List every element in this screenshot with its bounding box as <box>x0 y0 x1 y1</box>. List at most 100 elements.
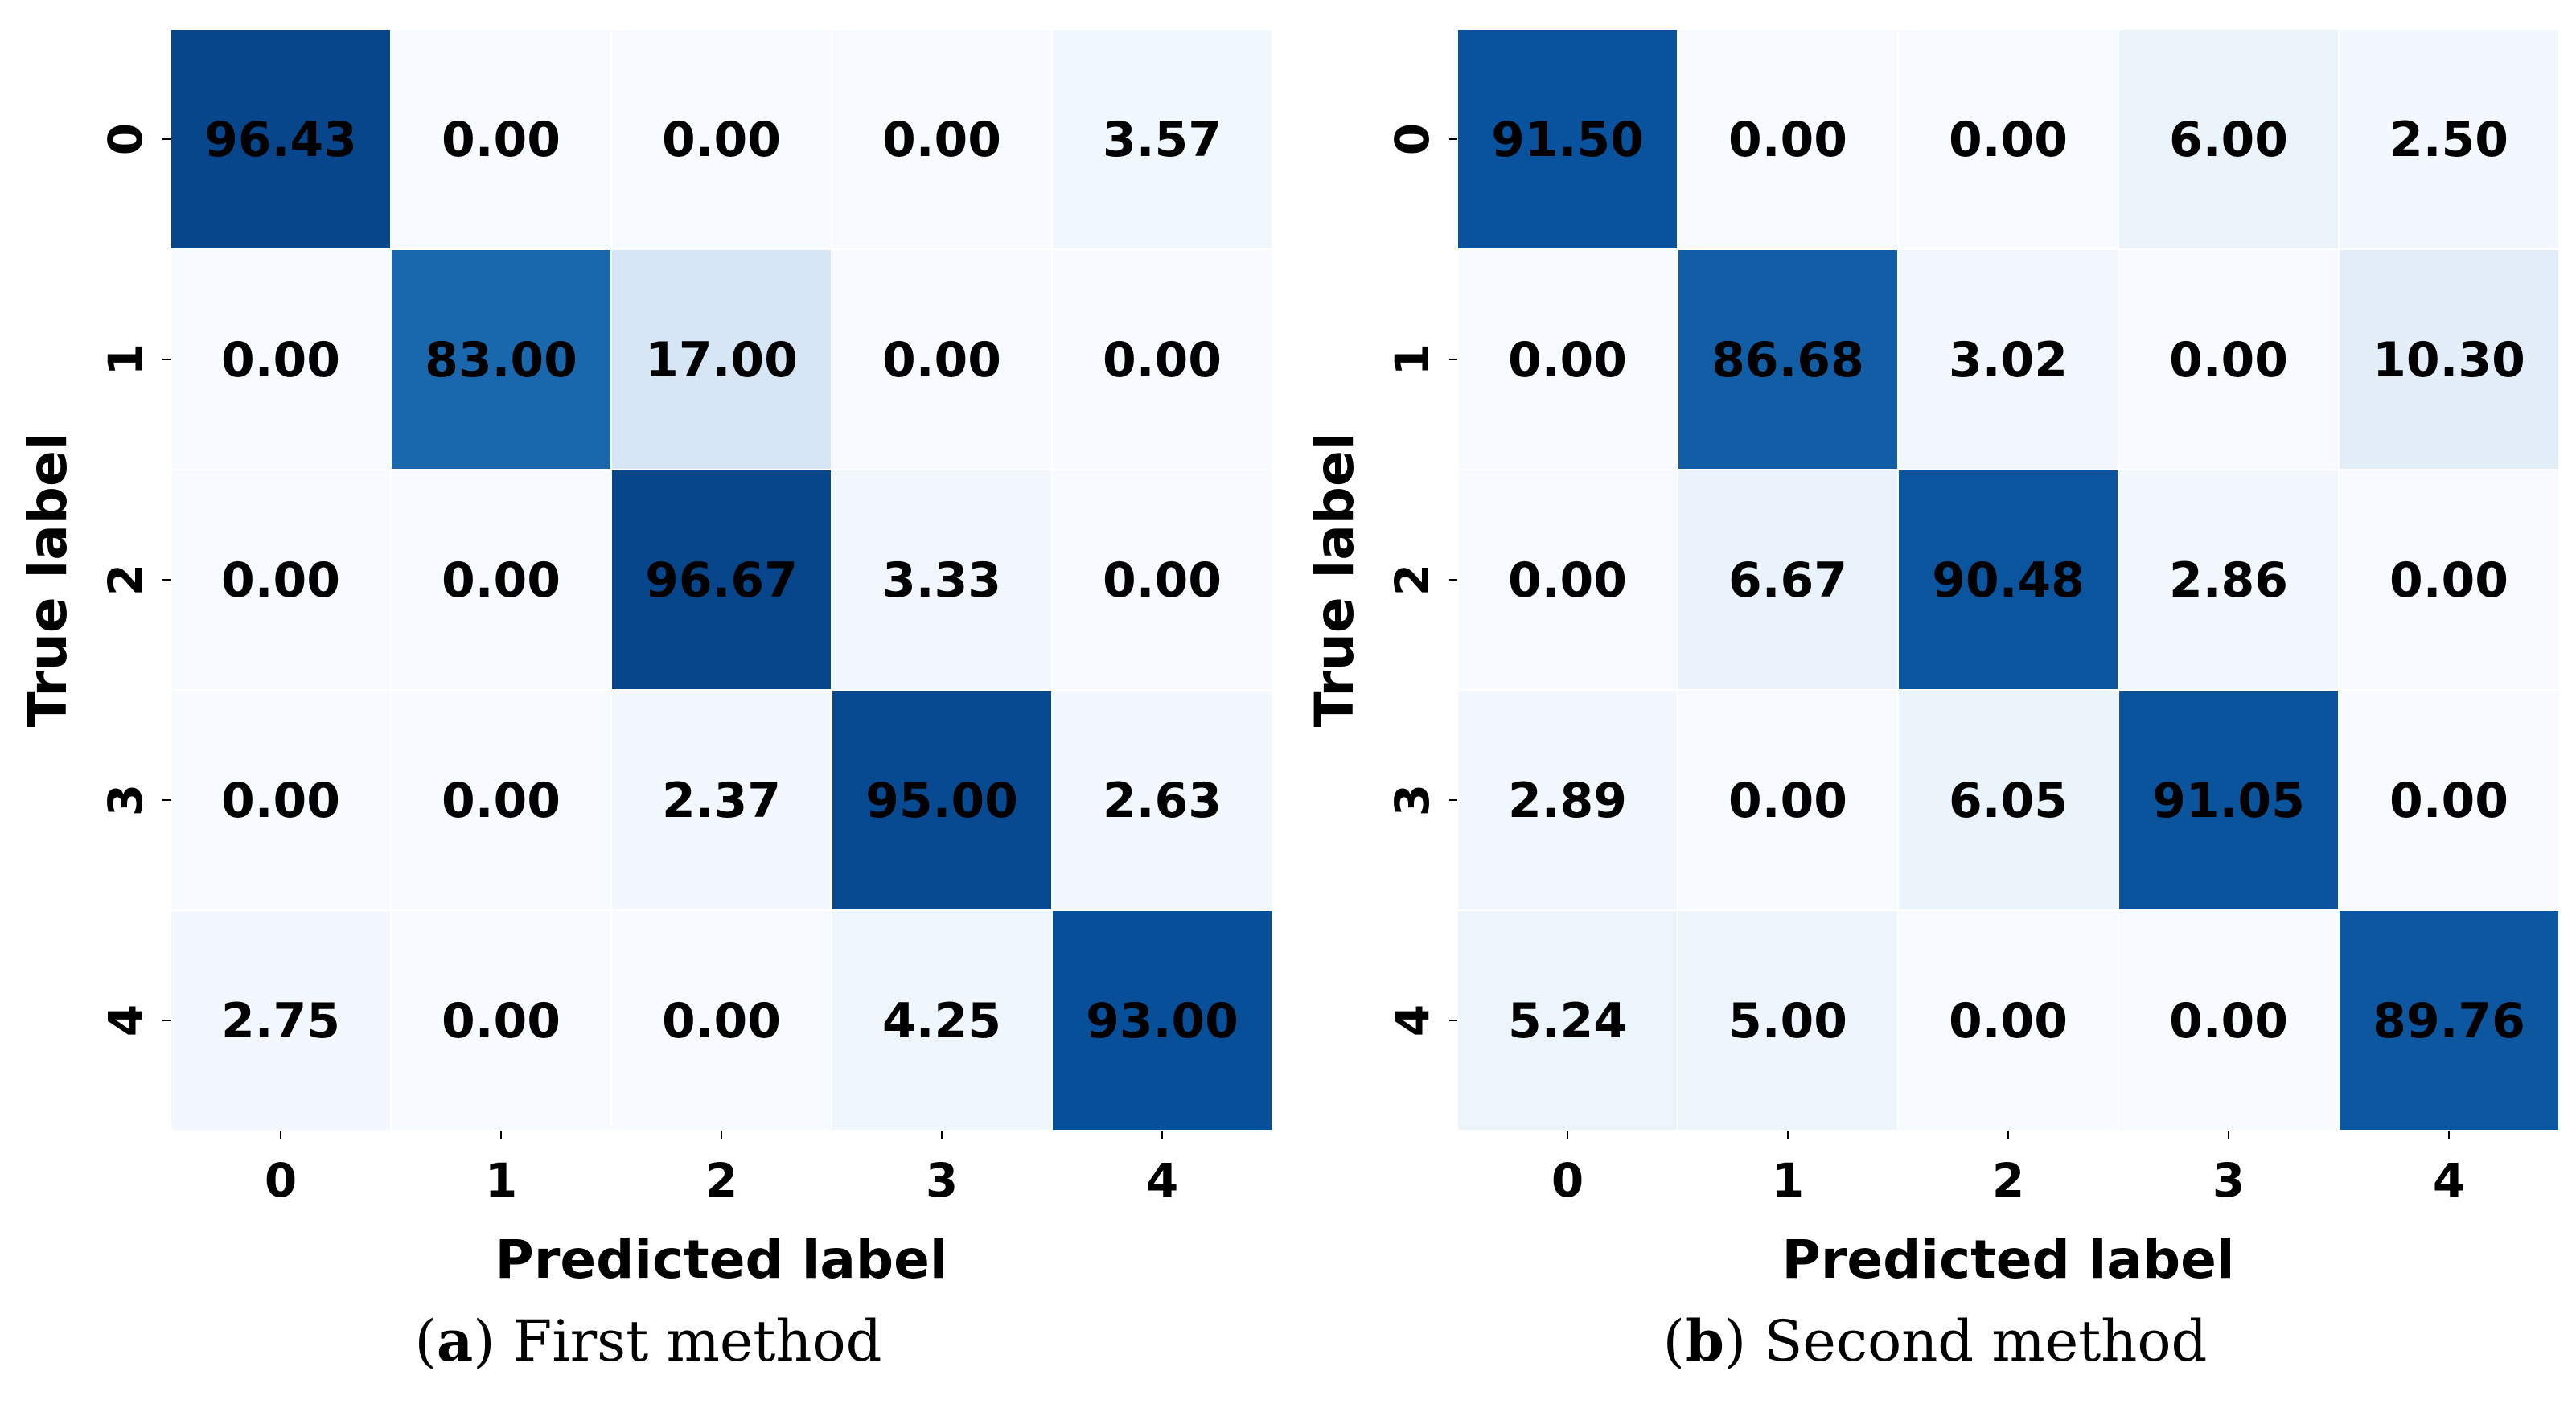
cell-value-label: 4.25 <box>882 993 1001 1049</box>
heatmap-cell <box>610 469 832 691</box>
cell-value-label: 0.00 <box>1949 112 2068 168</box>
heatmap-cell <box>170 909 392 1131</box>
heatmap-cell <box>2118 689 2340 911</box>
y-tick-label: 0 <box>1385 123 1440 155</box>
heatmap-cell <box>2338 469 2560 691</box>
panel-caption: (a) First method <box>415 1308 882 1374</box>
y-tick-label: 3 <box>98 784 153 816</box>
cell-value-label: 0.00 <box>1103 552 1222 609</box>
heatmap-cell <box>1051 248 1273 470</box>
x-tick-label: 3 <box>926 1153 958 1208</box>
cell-value-label: 2.50 <box>2389 112 2508 168</box>
y-tick-label: 2 <box>1385 564 1440 596</box>
heatmap-cell <box>1456 469 1678 691</box>
panel-first-method: 96.43 0.00 0.00 0.00 3.57 0.00 83.00 17.00 0.00 0… <box>17 28 1273 1374</box>
y-tick-label: 0 <box>98 123 153 155</box>
y-tick-label: 1 <box>1385 343 1440 376</box>
panel-caption: (b) Second method <box>1663 1308 2208 1374</box>
cell-value-label: 3.57 <box>1103 112 1222 168</box>
heatmap-cell <box>610 248 832 470</box>
x-tick-label: 2 <box>1992 1153 2024 1208</box>
cell-value-label: 0.00 <box>221 332 340 388</box>
heatmap-cell <box>831 689 1053 911</box>
heatmap-cell <box>1677 689 1899 911</box>
cell-value-label: 0.00 <box>882 112 1001 168</box>
cell-value-label: 5.00 <box>1728 993 1847 1049</box>
heatmap-cell <box>1897 28 2119 250</box>
x-tick-label: 0 <box>265 1153 297 1208</box>
cell-value-label: 0.00 <box>2389 773 2508 829</box>
cell-value-label: 83.00 <box>425 332 577 388</box>
x-tick-label: 3 <box>2212 1153 2245 1208</box>
x-tick-label: 2 <box>705 1153 737 1208</box>
cell-value-label: 91.05 <box>2152 773 2305 829</box>
cell-value-label: 0.00 <box>882 332 1001 388</box>
x-tick-label: 0 <box>1551 1153 1584 1208</box>
heatmap-cell <box>170 248 392 470</box>
cell-value-label: 6.67 <box>1728 552 1847 609</box>
heatmap-cell <box>1051 469 1273 691</box>
heatmap-cell <box>2338 28 2560 250</box>
y-axis-title: True label <box>1304 433 1366 728</box>
x-axis-title: Predicted label <box>1782 1229 2235 1291</box>
cell-value-label: 0.00 <box>662 993 781 1049</box>
cell-value-label: 6.05 <box>1949 773 2068 829</box>
cell-value-label: 2.63 <box>1103 773 1222 829</box>
heatmap-cell <box>1897 469 2119 691</box>
cell-value-label: 0.00 <box>442 552 561 609</box>
cell-value-label: 0.00 <box>1103 332 1222 388</box>
y-tick-label: 1 <box>98 343 153 376</box>
cell-value-label: 96.67 <box>645 552 798 609</box>
heatmap-cell <box>390 28 612 250</box>
cell-value-label: 95.00 <box>865 773 1018 829</box>
heatmap-cell <box>1897 248 2119 470</box>
heatmap-cell <box>1051 689 1273 911</box>
cell-value-label: 0.00 <box>1728 773 1847 829</box>
heatmap-cell <box>2118 909 2340 1131</box>
cell-value-label: 5.24 <box>1508 993 1627 1049</box>
cell-value-label: 0.00 <box>1508 552 1627 609</box>
heatmap-cell <box>610 689 832 911</box>
cell-value-label: 0.00 <box>221 552 340 609</box>
x-tick-label: 1 <box>485 1153 517 1208</box>
cell-value-label: 0.00 <box>1508 332 1627 388</box>
x-tick-label: 1 <box>1772 1153 1804 1208</box>
heatmap-cell <box>1897 909 2119 1131</box>
cell-value-label: 86.68 <box>1711 332 1864 388</box>
panel-second-method: 91.50 0.00 0.00 6.00 2.500.00 86.68 3.02 0.00 10… <box>1304 28 2560 1374</box>
cell-value-label: 0.00 <box>442 993 561 1049</box>
heatmap-cell <box>831 28 1053 250</box>
y-axis-title: True label <box>17 433 79 728</box>
cell-value-label: 2.75 <box>221 993 340 1049</box>
cell-value-label: 3.02 <box>1949 332 2068 388</box>
cell-value-label: 17.00 <box>645 332 798 388</box>
heatmap-cell <box>2338 909 2560 1131</box>
x-tick-label: 4 <box>2433 1153 2465 1208</box>
cell-value-label: 10.30 <box>2373 332 2525 388</box>
heatmap-cell <box>390 909 612 1131</box>
cell-value-label: 0.00 <box>221 773 340 829</box>
cell-value-label: 91.50 <box>1491 112 1644 168</box>
x-axis-title: Predicted label <box>495 1229 948 1291</box>
cell-value-label: 96.43 <box>204 112 357 168</box>
heatmap-cell <box>390 469 612 691</box>
y-tick-label: 3 <box>1385 784 1440 816</box>
heatmap-cell <box>1677 28 1899 250</box>
cell-value-label: 0.00 <box>1728 112 1847 168</box>
heatmap-cell <box>2118 28 2340 250</box>
cell-value-label: 0.00 <box>442 773 561 829</box>
heatmap-cell <box>1051 909 1273 1131</box>
y-tick-label: 4 <box>1385 1004 1440 1037</box>
y-tick-label: 4 <box>98 1004 153 1037</box>
heatmap-cell <box>2118 469 2340 691</box>
cell-value-label: 2.37 <box>662 773 781 829</box>
cell-value-label: 2.86 <box>2169 552 2288 609</box>
cell-value-label: 3.33 <box>882 552 1001 609</box>
cell-value-label: 0.00 <box>442 112 561 168</box>
cell-value-label: 0.00 <box>2389 552 2508 609</box>
heatmap-cell <box>2118 248 2340 470</box>
cell-value-label: 93.00 <box>1086 993 1239 1049</box>
heatmap-cell <box>1051 28 1273 250</box>
heatmap-cell <box>1897 689 2119 911</box>
